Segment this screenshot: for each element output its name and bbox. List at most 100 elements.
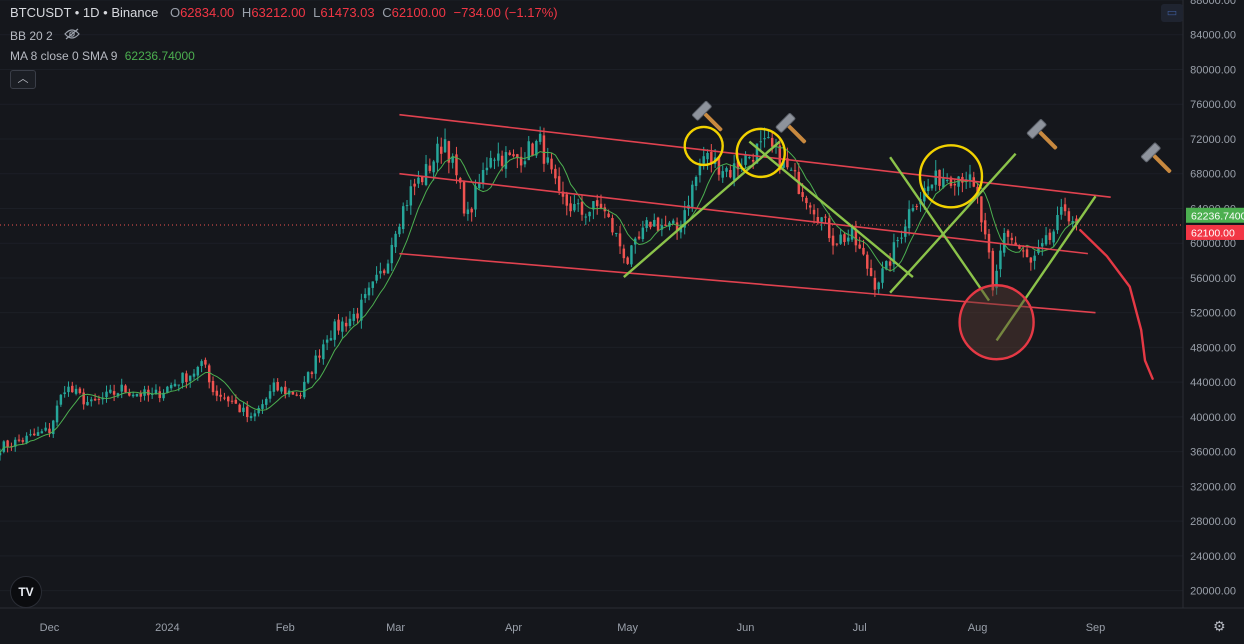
candle-body: [767, 137, 770, 139]
candle-body: [519, 156, 523, 166]
eye-icon[interactable]: [64, 28, 80, 43]
candle-body: [386, 263, 390, 274]
candle-body: [276, 381, 279, 391]
candle-body: [942, 178, 945, 188]
candle-body: [1056, 215, 1059, 231]
candle-body: [344, 322, 348, 327]
candle-body: [789, 169, 793, 171]
candle-body: [451, 156, 454, 163]
candle-body: [732, 163, 736, 181]
y-tick-label-14: 32000.00: [1190, 481, 1236, 493]
candle-body: [230, 400, 234, 402]
candle-body: [116, 393, 120, 397]
candle-body: [71, 385, 74, 393]
open-label: O: [169, 5, 181, 20]
candle-body: [185, 373, 188, 383]
symbol-title[interactable]: BTCUSDT • 1D • Binance: [10, 5, 159, 20]
candle-body: [508, 152, 511, 155]
tradingview-logo[interactable]: TV: [10, 576, 42, 608]
candle-body: [816, 216, 820, 223]
candle-body: [120, 384, 123, 392]
candle-body: [653, 219, 656, 227]
candle-body: [595, 200, 599, 207]
candle-body: [584, 216, 588, 218]
candle-body: [1029, 257, 1033, 263]
low-value: 61473.03: [320, 5, 375, 20]
candle-body: [1052, 231, 1055, 243]
candle-body: [637, 236, 641, 239]
y-tick-label-4: 72000.00: [1190, 134, 1236, 146]
candle-body: [618, 233, 622, 247]
candle-body: [569, 203, 572, 212]
candle-body: [124, 385, 127, 393]
candle-body: [843, 234, 846, 243]
candle-body: [268, 391, 272, 399]
candle-body: [303, 381, 306, 398]
candle-body: [881, 268, 884, 283]
crash-circle: [958, 284, 1035, 361]
candle-body: [751, 159, 755, 162]
candle-body: [892, 242, 896, 265]
candle-body: [869, 267, 873, 277]
candle-body: [17, 439, 21, 441]
candle-body: [0, 452, 2, 456]
candle-body: [630, 245, 633, 265]
candle-body: [873, 277, 877, 290]
candle-body: [862, 247, 865, 255]
bb-indicator-label: BB 20 2: [10, 29, 53, 43]
gear-icon[interactable]: ⚙: [1213, 618, 1226, 634]
object-tree-button[interactable]: ▭: [1161, 4, 1183, 22]
candle-body: [877, 282, 880, 290]
open-value: 62834.00: [180, 5, 235, 20]
hammer-head: [692, 100, 712, 121]
collapse-legend-button[interactable]: ︿: [10, 70, 36, 89]
hammer-handle: [1038, 130, 1058, 150]
candle-body: [413, 183, 416, 187]
candle-body: [462, 181, 466, 214]
candle-body: [1041, 243, 1044, 247]
x-tick-label-3: Mar: [386, 622, 405, 634]
candle-body: [409, 186, 413, 206]
candle-body: [322, 344, 325, 360]
candle-body: [398, 226, 401, 235]
candle-body: [211, 380, 215, 393]
candle-body: [866, 254, 869, 269]
candle-body: [489, 157, 492, 168]
candle-body: [405, 205, 409, 207]
candle-body: [557, 176, 561, 191]
trend-line-4: [995, 195, 1097, 342]
candle-body: [382, 270, 386, 274]
candle-body: [839, 234, 842, 244]
close-label: C: [382, 5, 392, 20]
candle-body: [55, 405, 59, 423]
ma-indicator-value: 62236.74000: [124, 49, 195, 63]
candle-body: [1014, 242, 1017, 246]
candle-body: [447, 141, 451, 163]
candle-body: [306, 372, 310, 383]
candle-body: [1002, 233, 1006, 253]
channel-line-1: [399, 172, 1088, 255]
candle-body: [428, 165, 432, 171]
candle-body: [299, 395, 302, 397]
ma-indicator-row[interactable]: MA 8 close 0 SMA 9 62236.74000: [10, 49, 195, 63]
candle-body: [554, 168, 557, 179]
price-axis[interactable]: 88000.00 84000.00 80000.00 76000.00 72000.00…: [1182, 0, 1244, 608]
y-tick-label-9: 52000.00: [1190, 308, 1236, 320]
high-label: H: [241, 5, 252, 20]
candle-body: [440, 146, 443, 154]
time-axis[interactable]: Dec 2024 Feb Mar Apr May Jun Jul Aug Sep: [0, 607, 1244, 634]
candle-body: [725, 168, 728, 172]
candle-body: [13, 439, 17, 447]
candle-body: [1037, 247, 1040, 254]
candle-body: [1018, 245, 1021, 249]
candle-body: [512, 154, 515, 157]
candle-body: [911, 207, 915, 211]
candle-body: [645, 220, 648, 228]
candle-body: [607, 213, 610, 218]
bb-indicator-row[interactable]: BB 20 2: [10, 28, 80, 43]
candle-body: [226, 396, 230, 402]
candle-body: [904, 226, 907, 237]
candle-body: [131, 394, 135, 397]
candle-body: [215, 390, 219, 396]
